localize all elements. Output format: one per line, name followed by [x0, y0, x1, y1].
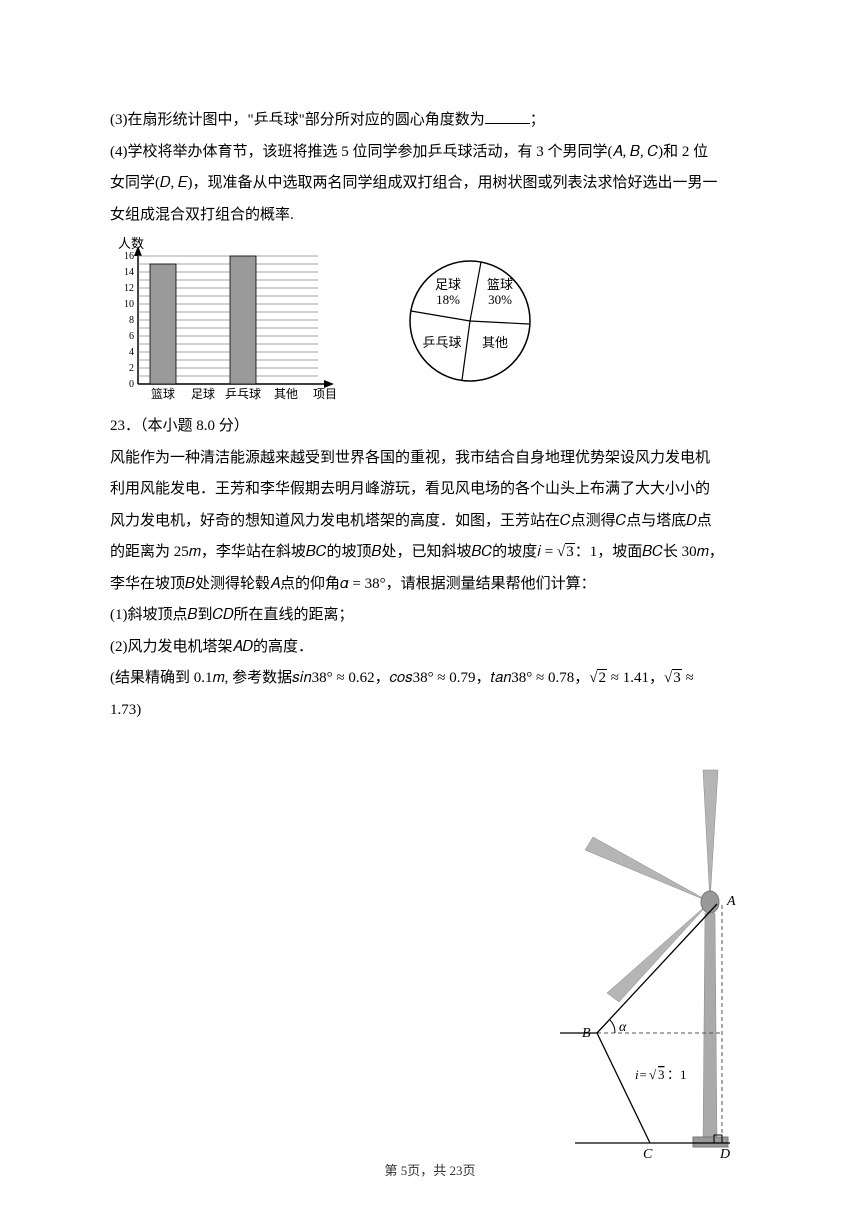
turbine-tower: [703, 913, 717, 1140]
sqrt-3: 3: [565, 543, 575, 560]
q4-line1: (4)学校将举办体育节，该班将推选 5 位同学参加乒乓球活动，有 3 个男同学(…: [110, 137, 750, 169]
bar-pingpong: [230, 256, 256, 384]
pie-label-other: 其他: [482, 335, 508, 350]
svg-text:2: 2: [129, 363, 134, 374]
pie-label-basketball: 篮球: [487, 277, 513, 292]
pie-chart: 足球 18% 篮球 30% 乒乓球 其他: [400, 251, 540, 391]
pie-label-football: 足球: [435, 277, 461, 292]
label-slope-rad: √: [649, 1067, 657, 1082]
page-total: 共 23页: [433, 1163, 475, 1178]
svg-text:16: 16: [124, 251, 134, 262]
svg-text:其他: 其他: [274, 387, 298, 401]
svg-text:篮球: 篮球: [151, 386, 175, 401]
svg-text:14: 14: [124, 267, 134, 278]
q23-header: 23．（本小题 8.0 分）: [110, 411, 750, 443]
sqrt-2: 2: [597, 669, 607, 686]
page-current: 第 5页，: [384, 1163, 433, 1178]
q4-line2: 女同学(𝐷, 𝐸)，现准备从中选取两名同学组成双打组合，用树状图或列表法求恰好选…: [110, 168, 750, 200]
q23-sub2: (2)风力发电机塔架𝐴𝐷的高度．: [110, 632, 750, 664]
line-BA: [597, 904, 717, 1033]
angle-arc: [610, 1020, 615, 1033]
label-slope-ratio: ：1: [667, 1067, 687, 1082]
svg-text:乒乓球: 乒乓球: [225, 387, 261, 401]
label-slope-3: 3: [658, 1067, 665, 1082]
svg-text:足球: 足球: [191, 387, 215, 401]
q4-line3: 女组成混合双打组合的概率.: [110, 200, 750, 232]
q23-p4: 的距离为 25𝑚，李华站在斜坡𝐵𝐶的坡顶𝐵处，已知斜坡𝐵𝐶的坡度𝑖 = √3：1…: [110, 537, 750, 569]
line-BC: [597, 1033, 650, 1143]
q3-prefix: (3)在扇形统计图中，"乒乓球"部分所对应的圆心角度数为: [110, 112, 485, 128]
pie-label-pingpong: 乒乓球: [422, 335, 461, 350]
svg-text:4: 4: [129, 347, 134, 358]
svg-text:项目: 项目: [313, 387, 337, 401]
q23-p2: 利用风能发电．王芳和李华假期去明月峰游玩，看见风电场的各个山头上布满了大大小小的: [110, 474, 750, 506]
q23-note-end: 1.73): [110, 695, 750, 727]
svg-text:8: 8: [129, 315, 134, 326]
y-axis-label: 人数: [118, 236, 144, 251]
svg-text:6: 6: [129, 331, 134, 342]
turbine-blades: [585, 770, 719, 1002]
q23-p4-post: ：1，坡面𝐵𝐶长 30𝑚，: [575, 544, 724, 560]
charts-row: 人数 024 6810 121416 篮球足球 乒乓球其他 项目: [110, 236, 750, 406]
q23-p4-pre: 的距离为 25𝑚，李华站在斜坡𝐵𝐶的坡顶𝐵处，已知斜坡𝐵𝐶的坡度𝑖 =: [110, 544, 557, 560]
wind-turbine-diagram: A B C D α i= √ 3 ：1: [515, 765, 765, 1160]
svg-text:0: 0: [129, 379, 134, 390]
turbine-base: [693, 1137, 728, 1147]
note-post: ≈: [682, 670, 694, 686]
bar-chart: 人数 0 2 4 6 8 10 12 14 16 篮球 足球 乒乓球其他 项目: [110, 236, 350, 406]
q23-sub1: (1)斜坡顶点𝐵到𝐶𝐷所在直线的距离；: [110, 600, 750, 632]
q23-p1: 风能作为一种清洁能源越来越受到世界各国的重视，我市结合自身地理优势架设风力发电机: [110, 443, 750, 475]
label-alpha: α: [619, 1020, 627, 1035]
label-slope-i: i=: [635, 1067, 647, 1082]
svg-text:10: 10: [124, 299, 134, 310]
note-pre: (结果精确到 0.1𝑚, 参考数据𝑠𝑖𝑛38° ≈ 0.62，𝑐𝑜𝑠38° ≈ …: [110, 670, 589, 686]
svg-text:12: 12: [124, 283, 134, 294]
label-A: A: [726, 894, 736, 909]
question-3: (3)在扇形统计图中，"乒乓球"部分所对应的圆心角度数为 ；: [110, 105, 750, 137]
pie-percent-basketball: 30%: [488, 292, 512, 307]
q23-p5: 李华在坡顶𝐵处测得轮毂𝐴点的仰角𝛼 = 38°，请根据测量结果帮他们计算：: [110, 569, 750, 601]
blank-fill: [485, 110, 530, 124]
sqrt-3b: 3: [672, 669, 682, 686]
q23-p3: 风力发电机，好奇的想知道风力发电机塔架的高度．如图，王芳站在𝐶点测得𝐶点与塔底𝐷…: [110, 506, 750, 538]
q3-suffix: ；: [530, 112, 545, 128]
label-B: B: [582, 1026, 591, 1041]
note-mid: ≈ 1.41，: [607, 670, 664, 686]
pie-percent-football: 18%: [436, 292, 460, 307]
page-number: 第 5页，共 23页: [0, 1157, 860, 1184]
q23-note: (结果精确到 0.1𝑚, 参考数据𝑠𝑖𝑛38° ≈ 0.62，𝑐𝑜𝑠38° ≈ …: [110, 663, 750, 695]
bar-basketball: [150, 264, 176, 384]
